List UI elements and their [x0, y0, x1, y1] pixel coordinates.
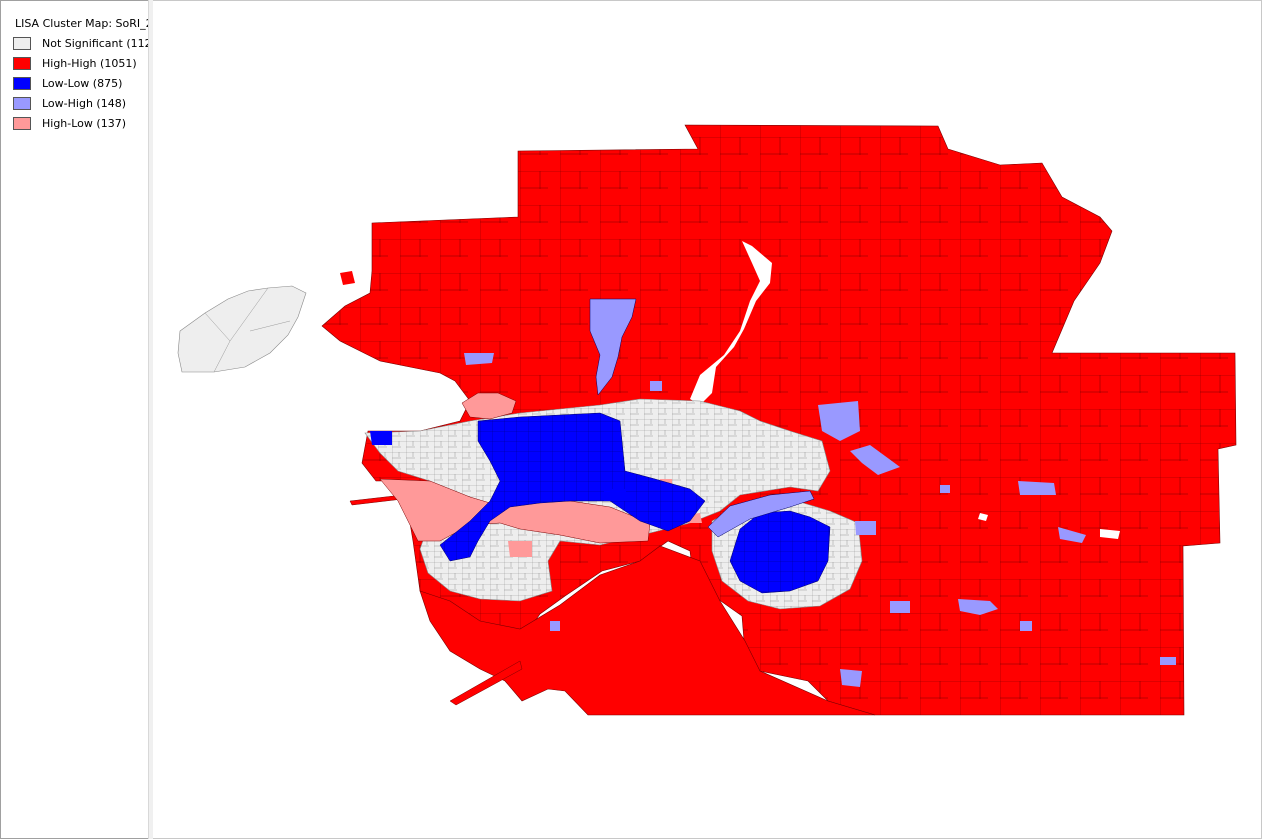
legend-label: Low-High (148)	[42, 97, 126, 110]
map-region-low-high[interactable]	[707, 490, 815, 538]
legend-swatch-low-low	[13, 77, 31, 90]
legend-label: High-High (1051)	[42, 57, 137, 70]
legend-title: LISA Cluster Map: SoRI_200	[15, 17, 148, 30]
legend-swatch-high-low	[13, 117, 31, 130]
map-region-high-low[interactable]	[461, 392, 517, 420]
legend-swatch-high-high	[13, 57, 31, 70]
legend-swatch-not-significant	[13, 37, 31, 50]
legend-label: Not Significant (1121)	[42, 37, 148, 50]
legend-label: High-Low (137)	[42, 117, 126, 130]
legend-swatch-low-high	[13, 97, 31, 110]
legend-label: Low-Low (875)	[42, 77, 123, 90]
legend-panel: LISA Cluster Map: SoRI_200 Not Significa…	[0, 0, 149, 839]
map-canvas[interactable]	[153, 0, 1262, 839]
cluster-map-svg[interactable]	[153, 1, 1262, 840]
map-region-low-high[interactable]	[589, 298, 637, 396]
map-region-not-significant[interactable]	[177, 285, 307, 373]
